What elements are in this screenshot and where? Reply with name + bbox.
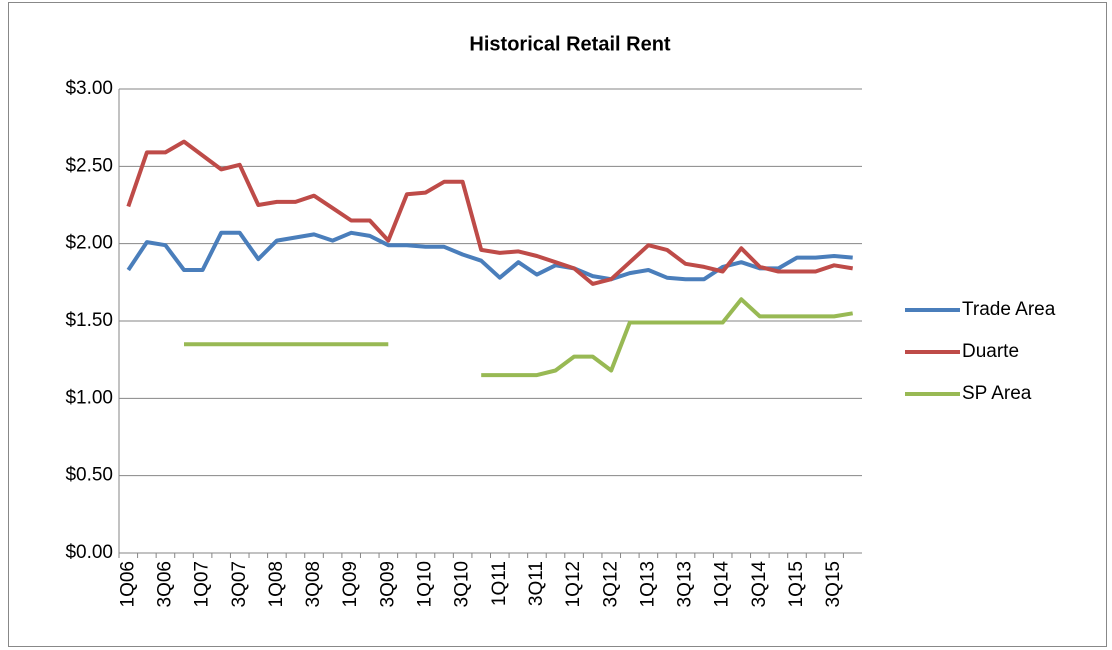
x-tick-label: 3Q07 — [229, 561, 250, 607]
x-tick-label: 3Q09 — [377, 561, 398, 607]
x-tick-label: 1Q07 — [192, 561, 213, 607]
x-tick-label: 1Q12 — [563, 561, 584, 607]
x-tick-label: 1Q14 — [712, 561, 733, 608]
series-line — [126, 230, 853, 282]
x-tick-label: 3Q13 — [675, 561, 696, 607]
chart-title: Historical Retail Rent — [469, 33, 671, 55]
legend-label: Trade Area — [962, 299, 1056, 320]
x-tick-label: 3Q08 — [303, 561, 324, 607]
x-tick-label: 3Q11 — [526, 561, 547, 606]
x-tick-label: 1Q11 — [489, 561, 510, 606]
y-tick-label: $2.00 — [65, 233, 113, 254]
x-tick-label: 1Q09 — [340, 561, 361, 607]
y-tick-label: $1.50 — [65, 310, 113, 331]
legend-label: Duarte — [962, 341, 1019, 362]
x-tick-label: 3Q10 — [452, 561, 473, 607]
x-tick-label: 3Q14 — [749, 561, 770, 608]
x-tick-label: 3Q12 — [600, 561, 621, 607]
legend-label: SP Area — [962, 383, 1032, 404]
y-tick-label: $0.00 — [65, 542, 113, 563]
x-tick-label: 1Q10 — [415, 561, 436, 607]
x-tick-label: 3Q15 — [823, 561, 844, 607]
y-tick-label: $2.50 — [65, 155, 113, 176]
x-tick-label: 1Q13 — [637, 561, 658, 607]
series-line — [126, 139, 854, 286]
y-tick-label: $3.00 — [65, 78, 113, 99]
x-tick-label: 1Q08 — [266, 561, 287, 607]
y-tick-label: $1.00 — [65, 387, 113, 408]
x-tick-label: 1Q06 — [117, 561, 138, 607]
x-tick-label: 1Q15 — [786, 561, 807, 607]
chart-border — [8, 2, 1107, 647]
x-tick-label: 3Q06 — [154, 561, 175, 607]
y-tick-label: $0.50 — [65, 465, 113, 486]
series-line — [184, 297, 854, 378]
